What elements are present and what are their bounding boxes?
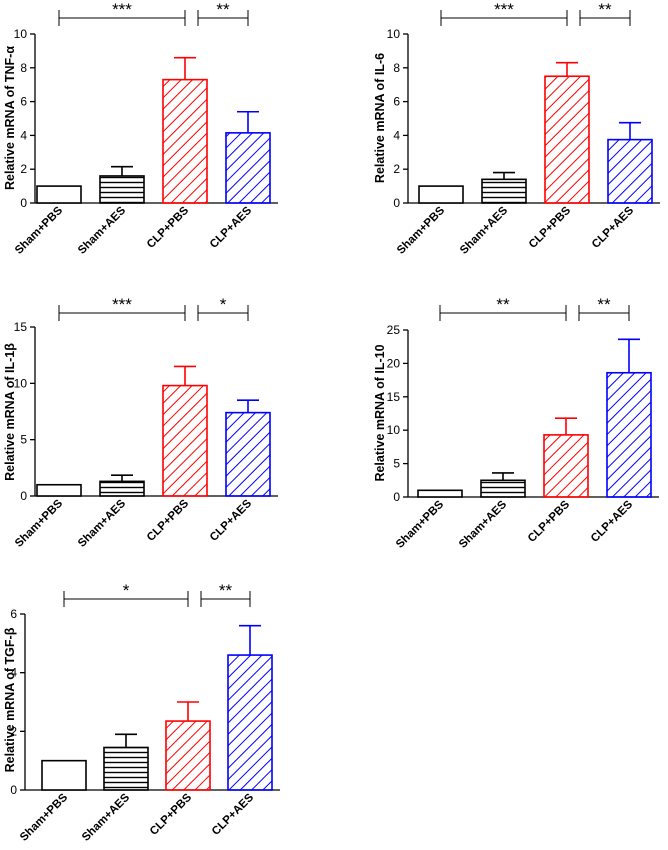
x-tick-label: Sham+AES	[458, 204, 510, 256]
significance-label: ***	[112, 0, 132, 19]
bar-clp-aes	[225, 411, 271, 497]
y-axis-label: Relative mRNA of TGF-β	[3, 627, 17, 772]
significance-label: **	[496, 295, 510, 314]
x-tick-label: Sham+AES	[457, 498, 509, 550]
significance-label: *	[220, 295, 227, 314]
y-tick-label: 2	[10, 724, 17, 738]
bar-sham-pbs	[36, 185, 82, 204]
x-tick-label: Sham+AES	[76, 497, 128, 549]
y-axis-label: Relative mRNA of IL-6	[373, 53, 387, 183]
y-axis-label: Relative mRNA of IL-1β	[3, 343, 17, 481]
significance-label: ***	[494, 0, 514, 19]
x-tick-label: CLP+PBS	[145, 204, 191, 250]
y-axis-label: Relative mRNA of TNF-α	[3, 46, 17, 190]
x-tick-label: Sham+PBS	[394, 498, 446, 550]
chart-panel: 0 2 4 6 Relative mRNA of TGF-β Sham+PBS Sham+A…	[3, 581, 280, 844]
y-tick-label: 4	[393, 128, 400, 142]
y-tick-label: 2	[20, 162, 27, 176]
x-tick-label: CLP+PBS	[148, 791, 194, 837]
bar-clp-pbs	[544, 75, 590, 204]
x-tick-label: CLP+PBS	[527, 204, 573, 250]
bar-clp-aes	[607, 138, 653, 204]
x-tick-label: CLP+AES	[210, 791, 256, 837]
x-tick-label: CLP+AES	[208, 204, 254, 250]
y-tick-label: 0	[10, 783, 17, 797]
y-tick-label: 10	[14, 376, 28, 390]
bar-sham-aes	[99, 480, 145, 497]
bar-sham-pbs	[418, 185, 464, 204]
x-tick-label: Sham+AES	[80, 791, 132, 843]
y-tick-label: 8	[20, 61, 27, 75]
y-tick-label: 6	[393, 95, 400, 109]
bar-clp-pbs	[543, 434, 589, 498]
bar-clp-pbs	[162, 384, 208, 497]
x-tick-label: CLP+AES	[589, 498, 635, 544]
y-tick-label: 0	[20, 196, 27, 210]
y-tick-label: 4	[20, 128, 27, 142]
x-tick-label: Sham+PBS	[13, 204, 65, 256]
chart-panel: 0 5 10 15 Relative mRNA of IL-1β Sham+PBS Sham…	[3, 295, 278, 550]
x-tick-label: CLP+PBS	[526, 498, 572, 544]
y-tick-label: 25	[387, 323, 401, 337]
bar-clp-aes	[225, 132, 271, 204]
significance-label: **	[219, 581, 233, 600]
y-tick-label: 0	[20, 489, 27, 503]
y-tick-label: 8	[393, 61, 400, 75]
significance-label: ***	[112, 295, 132, 314]
x-tick-label: Sham+PBS	[13, 497, 65, 549]
y-tick-label: 10	[14, 27, 28, 41]
bar-sham-aes	[103, 746, 149, 791]
bar-sham-pbs	[36, 483, 82, 497]
y-tick-label: 0	[393, 490, 400, 504]
significance-label: **	[598, 0, 612, 19]
x-tick-label: Sham+AES	[76, 204, 128, 256]
bar-sham-pbs	[417, 489, 463, 498]
significance-label: **	[216, 0, 230, 19]
y-tick-label: 4	[10, 666, 17, 680]
significance-label: *	[123, 581, 130, 600]
bar-clp-aes	[606, 371, 652, 498]
y-tick-label: 15	[387, 390, 401, 404]
bar-clp-pbs	[162, 78, 208, 204]
x-tick-label: CLP+PBS	[145, 497, 191, 543]
y-tick-label: 10	[387, 423, 401, 437]
y-axis-label: Relative mRNA of IL-10	[373, 344, 387, 481]
y-tick-label: 6	[10, 607, 17, 621]
y-tick-label: 2	[393, 162, 400, 176]
x-tick-label: Sham+PBS	[395, 204, 447, 256]
y-tick-label: 10	[387, 27, 401, 41]
significance-label: **	[597, 295, 611, 314]
bar-sham-aes	[480, 479, 526, 498]
x-tick-label: CLP+AES	[590, 204, 636, 250]
bar-sham-aes	[481, 178, 527, 204]
bar-sham-pbs	[41, 759, 87, 791]
y-tick-label: 6	[20, 95, 27, 109]
bar-sham-aes	[99, 175, 145, 204]
y-tick-label: 15	[14, 320, 28, 334]
y-tick-label: 5	[393, 457, 400, 471]
y-tick-label: 5	[20, 433, 27, 447]
x-tick-label: CLP+AES	[208, 497, 254, 543]
x-tick-label: Sham+PBS	[18, 791, 70, 843]
bar-clp-pbs	[165, 720, 211, 791]
y-tick-label: 0	[393, 196, 400, 210]
chart-panel: 0 2 4 6 8 10 Relative mRNA of TNF-α Sham+PBS Sha…	[3, 0, 278, 257]
bar-clp-aes	[227, 654, 273, 791]
y-tick-label: 20	[387, 356, 401, 370]
